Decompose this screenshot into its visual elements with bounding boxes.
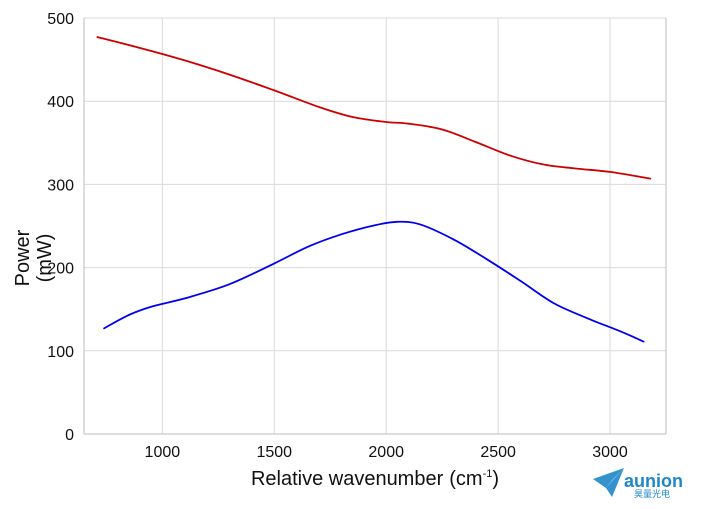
y-axis-unit: (mW) [34, 234, 56, 283]
y-axis-title: Power [12, 229, 34, 286]
y-tick-label: 100 [47, 344, 74, 361]
x-axis-unit-exp: -1 [483, 468, 493, 480]
x-tick-label: 1000 [145, 444, 181, 461]
watermark-logo: aunion 昊量光电 [593, 468, 683, 499]
paper-plane-icon [593, 468, 624, 497]
y-tick-label: 200 [47, 261, 74, 278]
x-tick-labels: 1000 1500 2000 2500 3000 [145, 444, 628, 461]
y-axis-unit-text: (mW) [34, 234, 56, 283]
x-axis-unit-close: ) [492, 468, 499, 490]
y-tick-label: 300 [47, 177, 74, 194]
series-lines [96, 36, 652, 343]
y-tick-label: 400 [47, 94, 74, 111]
x-axis-title: Relative wavenumber (cm-1) [251, 468, 499, 490]
y-axis-title-line1: Power [12, 229, 34, 286]
y-tick-labels: 0 100 200 300 400 500 [47, 11, 74, 444]
watermark-brand: aunion [624, 471, 683, 491]
x-axis-title-main: Relative wavenumber [251, 468, 444, 490]
grid [84, 17, 666, 435]
x-tick-label: 1500 [256, 444, 292, 461]
watermark-sub: 昊量光电 [634, 488, 670, 499]
x-tick-label: 3000 [592, 444, 628, 461]
y-tick-label: 500 [47, 11, 74, 28]
y-tick-label: 0 [65, 427, 74, 444]
x-tick-label: 2000 [368, 444, 404, 461]
series-line-1 [96, 36, 652, 180]
x-tick-label: 2500 [480, 444, 516, 461]
series-line-2 [103, 220, 645, 343]
plot-frame [83, 18, 667, 435]
x-axis-unit-base: (cm [449, 468, 482, 490]
